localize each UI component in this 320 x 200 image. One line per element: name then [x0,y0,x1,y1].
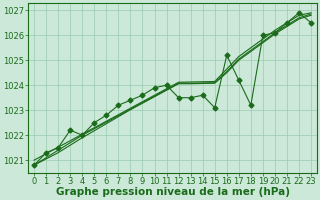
X-axis label: Graphe pression niveau de la mer (hPa): Graphe pression niveau de la mer (hPa) [56,187,290,197]
